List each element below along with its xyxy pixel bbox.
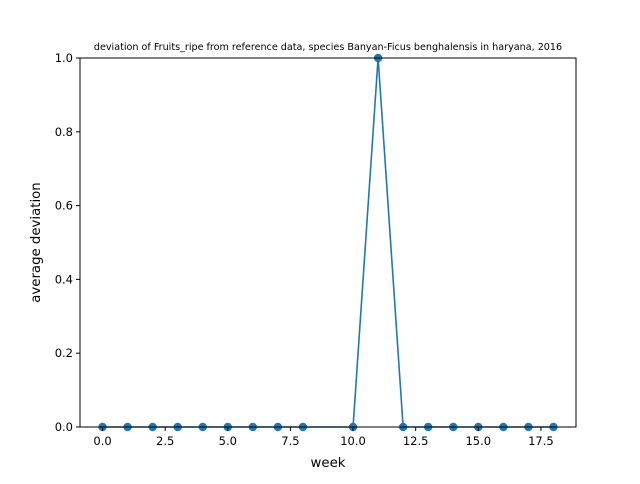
y-axis: 0.0 0.2 0.4 0.6 0.8 1.0 — [55, 51, 80, 434]
x-tick-label: 12.5 — [403, 434, 429, 448]
y-tick-label: 1.0 — [55, 51, 73, 65]
y-tick-label: 0.4 — [55, 272, 73, 286]
x-tick-label: 17.5 — [528, 434, 554, 448]
x-tick-label: 7.5 — [281, 434, 299, 448]
y-tick-label: 0.8 — [55, 125, 73, 139]
x-axis-label: week — [311, 456, 346, 471]
x-tick-label: 0.0 — [93, 434, 111, 448]
y-tick-label: 0.0 — [55, 420, 73, 434]
y-tick-label: 0.6 — [55, 199, 73, 213]
chart-title: deviation of Fruits_ripe from reference … — [94, 42, 562, 53]
x-tick-label: 2.5 — [156, 434, 174, 448]
plot-frame — [79, 57, 577, 428]
x-axis: 0.0 2.5 5.0 7.5 10.0 12.5 15.0 17.5 — [93, 427, 554, 448]
y-axis-label: average deviation — [29, 182, 44, 302]
x-tick-label: 10.0 — [340, 434, 366, 448]
x-tick-label: 15.0 — [465, 434, 491, 448]
x-tick-label: 5.0 — [219, 434, 237, 448]
y-tick-label: 0.2 — [55, 346, 73, 360]
